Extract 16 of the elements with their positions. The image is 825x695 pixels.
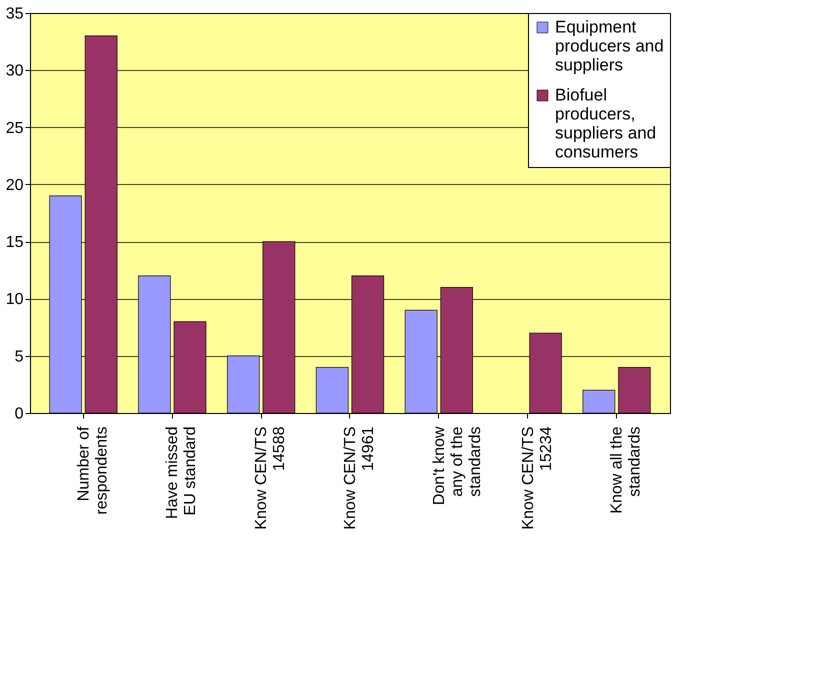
y-tick-label: 5	[14, 348, 24, 366]
x-tick-label: Don't know any of the standards	[430, 426, 484, 506]
legend-label: Biofuel producers, suppliers and consumers	[555, 86, 656, 162]
y-tick-label: 15	[6, 234, 24, 252]
y-tick-label: 35	[6, 6, 24, 22]
x-tick-label: Number of respondents	[75, 426, 110, 515]
y-tick-label: 25	[6, 120, 24, 137]
y-tick-label: 10	[6, 291, 24, 308]
y-tick-label: 0	[14, 406, 24, 422]
legend-label: Equipment producers and suppliers	[555, 18, 664, 74]
x-tick-label: Know all the standards	[608, 426, 644, 514]
x-tick-label: Know CEN/TS 14588	[253, 426, 288, 530]
x-tick-label: Know CEN/TS 15234	[520, 426, 555, 530]
y-tick-label: 20	[6, 176, 24, 194]
y-tick-label: 30	[6, 62, 24, 80]
x-tick-label: Know CEN/TS 14961	[342, 426, 377, 530]
